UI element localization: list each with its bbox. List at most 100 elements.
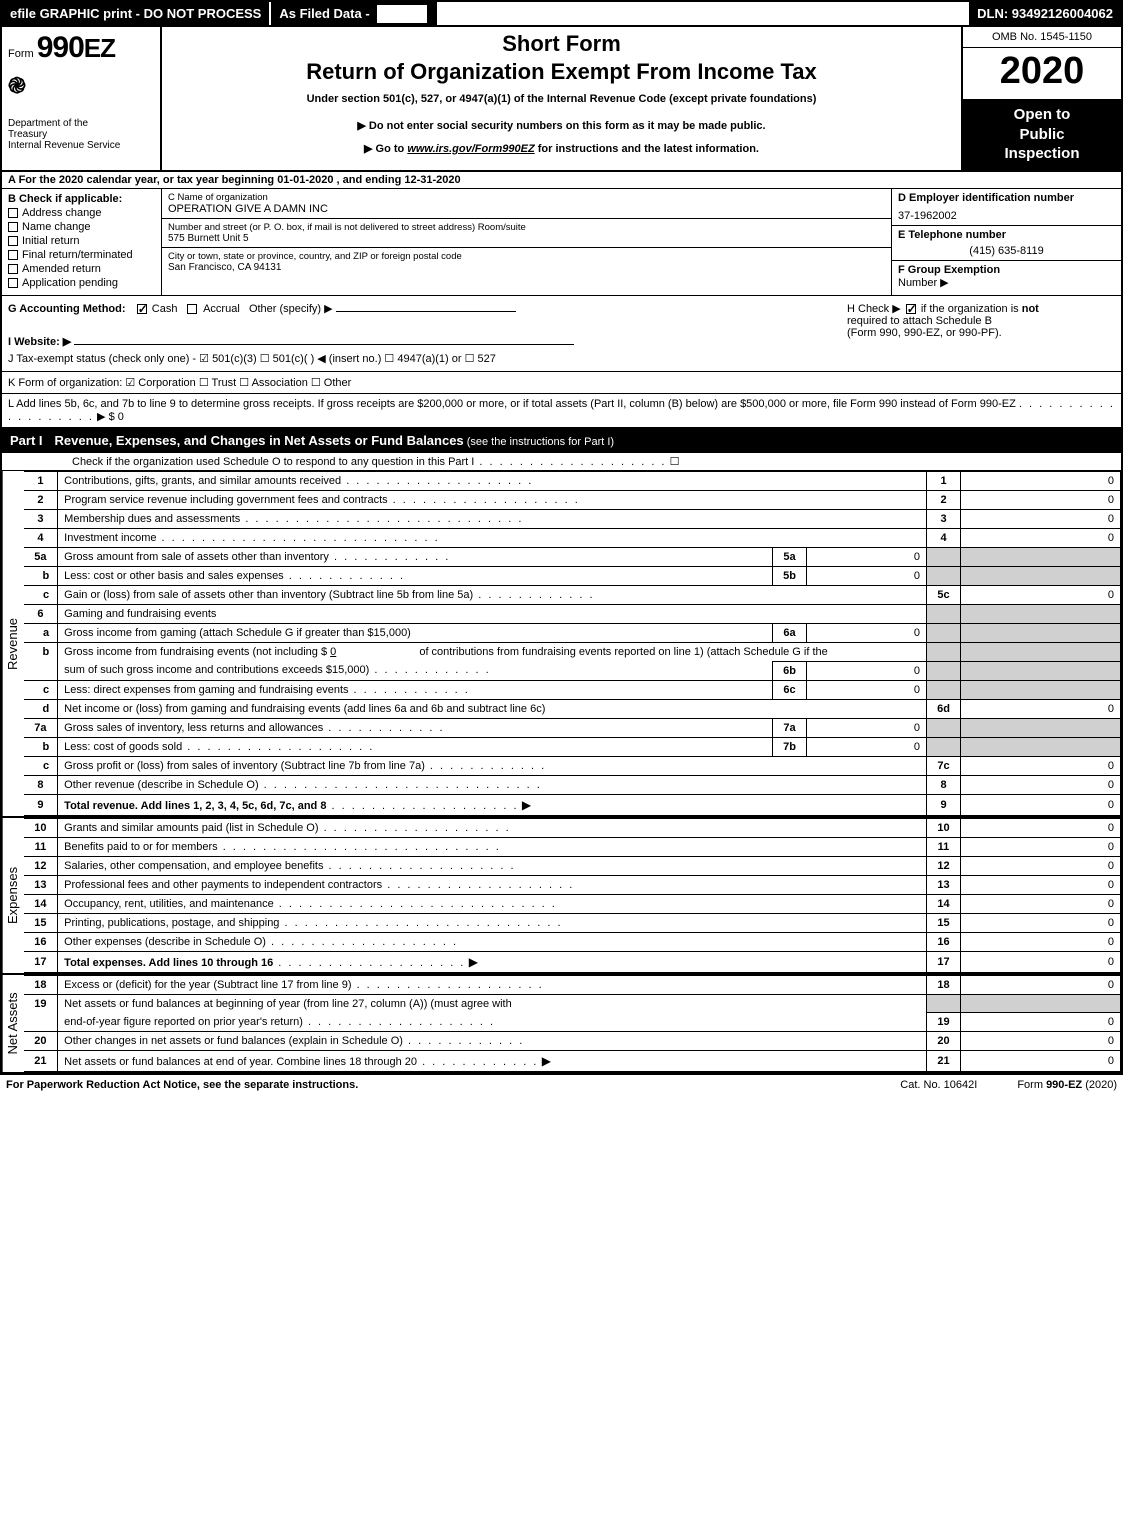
line-20: 20Other changes in net assets or fund ba… xyxy=(24,1032,1121,1051)
line-5c: cGain or (loss) from sale of assets othe… xyxy=(24,585,1121,604)
line-17: 17Total expenses. Add lines 10 through 1… xyxy=(24,951,1121,972)
line-6b-2: sum of such gross income and contributio… xyxy=(24,661,1121,680)
c-street: Number and street (or P. O. box, if mail… xyxy=(162,219,891,248)
footer-right: Form 990-EZ (2020) xyxy=(1017,1079,1117,1091)
b-label: B Check if applicable: xyxy=(8,193,155,205)
checkbox-checked-icon[interactable] xyxy=(137,304,147,314)
line-11: 11Benefits paid to or for members110 xyxy=(24,837,1121,856)
line-13: 13Professional fees and other payments t… xyxy=(24,875,1121,894)
expenses-side-label: Expenses xyxy=(2,818,24,973)
header-mid: Short Form Return of Organization Exempt… xyxy=(162,27,961,170)
line-16: 16Other expenses (describe in Schedule O… xyxy=(24,932,1121,951)
goto-label: ▶ Go to www.irs.gov/Form990EZ for instru… xyxy=(172,142,951,155)
line-10: 10Grants and similar amounts paid (list … xyxy=(24,818,1121,837)
g-accounting: G Accounting Method: Cash Accrual Other … xyxy=(8,302,835,315)
chk-amended: Amended return xyxy=(8,263,155,275)
revenue-table: 1Contributions, gifts, grants, and simil… xyxy=(24,471,1121,816)
row-ghi: G Accounting Method: Cash Accrual Other … xyxy=(2,296,1121,372)
donot-label: ▶ Do not enter social security numbers o… xyxy=(172,119,951,132)
part1-check: Check if the organization used Schedule … xyxy=(2,453,1121,471)
goto-link[interactable]: www.irs.gov/Form990EZ xyxy=(407,143,534,155)
line-6d: dNet income or (loss) from gaming and fu… xyxy=(24,699,1121,718)
line-19-2: end-of-year figure reported on prior yea… xyxy=(24,1013,1121,1032)
revenue-section: Revenue 1Contributions, gifts, grants, a… xyxy=(2,471,1121,818)
part1-header: Part I Revenue, Expenses, and Changes in… xyxy=(2,429,1121,453)
row-k: K Form of organization: ☑ Corporation ☐ … xyxy=(2,372,1121,394)
c-city: City or town, state or province, country… xyxy=(162,248,891,276)
tax-year: 2020 xyxy=(963,48,1121,99)
checkbox-icon[interactable] xyxy=(8,236,18,246)
line-6b-1: bGross income from fundraising events (n… xyxy=(24,642,1121,661)
checkbox-icon[interactable] xyxy=(8,264,18,274)
f-group: F Group Exemption Number ▶ xyxy=(892,261,1121,292)
form-header: Form 990EZ ֎ Department of the Treasury … xyxy=(2,27,1121,172)
chk-final: Final return/terminated xyxy=(8,249,155,261)
i-website: I Website: ▶ xyxy=(8,335,835,348)
col-def: D Employer identification number 37-1962… xyxy=(891,189,1121,295)
header-right: OMB No. 1545-1150 2020 Open to Public In… xyxy=(961,27,1121,170)
dept-label: Department of the Treasury Internal Reve… xyxy=(8,118,154,151)
line-19-1: 19Net assets or fund balances at beginni… xyxy=(24,994,1121,1013)
form-number: 990EZ xyxy=(37,31,115,65)
h-check: H Check ▶ if the organization is not req… xyxy=(841,296,1121,371)
checkbox-icon[interactable] xyxy=(187,304,197,314)
col-b: B Check if applicable: Address change Na… xyxy=(2,189,162,295)
e-phone: E Telephone number (415) 635-8119 xyxy=(892,226,1121,261)
line-12: 12Salaries, other compensation, and empl… xyxy=(24,856,1121,875)
line-21: 21Net assets or fund balances at end of … xyxy=(24,1051,1121,1072)
line-15: 15Printing, publications, postage, and s… xyxy=(24,913,1121,932)
efile-label: efile GRAPHIC print - DO NOT PROCESS xyxy=(2,2,269,25)
short-form-title: Short Form xyxy=(172,31,951,57)
section-bcdef: B Check if applicable: Address change Na… xyxy=(2,189,1121,296)
page-footer: For Paperwork Reduction Act Notice, see … xyxy=(0,1075,1123,1095)
expenses-section: Expenses 10Grants and similar amounts pa… xyxy=(2,818,1121,975)
checkbox-icon[interactable] xyxy=(8,222,18,232)
checkbox-checked-icon[interactable] xyxy=(906,304,916,314)
header-left: Form 990EZ ֎ Department of the Treasury … xyxy=(2,27,162,170)
line-1: 1Contributions, gifts, grants, and simil… xyxy=(24,471,1121,490)
omb-number: OMB No. 1545-1150 xyxy=(963,27,1121,48)
netassets-table: 18Excess or (deficit) for the year (Subt… xyxy=(24,975,1121,1073)
line-7b: bLess: cost of goods sold7b0 xyxy=(24,737,1121,756)
row-l: L Add lines 5b, 6c, and 7b to line 9 to … xyxy=(2,394,1121,429)
expenses-table: 10Grants and similar amounts paid (list … xyxy=(24,818,1121,973)
row-a: A For the 2020 calendar year, or tax yea… xyxy=(2,172,1121,189)
line-7c: cGross profit or (loss) from sales of in… xyxy=(24,756,1121,775)
line-18: 18Excess or (deficit) for the year (Subt… xyxy=(24,975,1121,994)
top-bar: efile GRAPHIC print - DO NOT PROCESS As … xyxy=(2,2,1121,27)
checkbox-icon[interactable] xyxy=(8,208,18,218)
under-section: Under section 501(c), 527, or 4947(a)(1)… xyxy=(172,93,951,105)
line-14: 14Occupancy, rent, utilities, and mainte… xyxy=(24,894,1121,913)
ghi-left: G Accounting Method: Cash Accrual Other … xyxy=(2,296,841,371)
open-inspection-box: Open to Public Inspection xyxy=(963,99,1121,170)
chk-initial: Initial return xyxy=(8,235,155,247)
line-8: 8Other revenue (describe in Schedule O)8… xyxy=(24,775,1121,794)
netassets-side-label: Net Assets xyxy=(2,975,24,1073)
asfiled-label: As Filed Data - xyxy=(269,2,436,25)
d-ein: D Employer identification number 37-1962… xyxy=(892,189,1121,226)
checkbox-icon[interactable] xyxy=(8,278,18,288)
line-5b: bLess: cost or other basis and sales exp… xyxy=(24,566,1121,585)
line-6a: aGross income from gaming (attach Schedu… xyxy=(24,623,1121,642)
footer-left: For Paperwork Reduction Act Notice, see … xyxy=(6,1079,860,1091)
line-6c: cLess: direct expenses from gaming and f… xyxy=(24,680,1121,699)
irs-logo-icon: ֎ xyxy=(8,71,154,100)
chk-name: Name change xyxy=(8,221,155,233)
line-2: 2Program service revenue including gover… xyxy=(24,490,1121,509)
line-3: 3Membership dues and assessments30 xyxy=(24,509,1121,528)
asfiled-box xyxy=(375,3,428,25)
dln-label: DLN: 93492126004062 xyxy=(969,2,1121,25)
line-6: 6Gaming and fundraising events xyxy=(24,604,1121,623)
line-4: 4Investment income40 xyxy=(24,528,1121,547)
form-page: efile GRAPHIC print - DO NOT PROCESS As … xyxy=(0,0,1123,1075)
revenue-side-label: Revenue xyxy=(2,471,24,816)
netassets-section: Net Assets 18Excess or (deficit) for the… xyxy=(2,975,1121,1074)
col-c: C Name of organization OPERATION GIVE A … xyxy=(162,189,891,295)
line-7a: 7aGross sales of inventory, less returns… xyxy=(24,718,1121,737)
footer-mid: Cat. No. 10642I xyxy=(900,1079,977,1091)
j-status: J Tax-exempt status (check only one) - ☑… xyxy=(8,352,835,365)
checkbox-icon[interactable] xyxy=(8,250,18,260)
chk-pending: Application pending xyxy=(8,277,155,289)
line-5a: 5aGross amount from sale of assets other… xyxy=(24,547,1121,566)
c-name: C Name of organization OPERATION GIVE A … xyxy=(162,189,891,219)
